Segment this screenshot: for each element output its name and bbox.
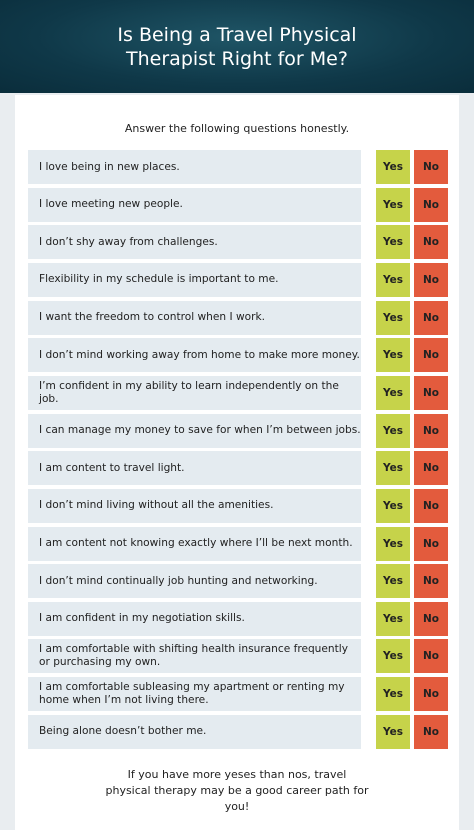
footer-text: If you have more yeses than nos, travel … bbox=[105, 768, 369, 813]
intro: Answer the following questions honestly. bbox=[124, 122, 350, 135]
question: I love being in new places. bbox=[28, 150, 361, 184]
question-row: I want the freedom to control when I wor… bbox=[28, 300, 448, 335]
yes-button[interactable]: Yes bbox=[376, 526, 410, 561]
question: I don’t mind working away from home to m… bbox=[28, 338, 361, 373]
no-button[interactable]: No bbox=[414, 639, 448, 674]
yes-button[interactable]: Yes bbox=[376, 601, 410, 636]
yes-button[interactable]: Yes bbox=[376, 413, 410, 448]
no-button[interactable]: No bbox=[414, 262, 448, 297]
question: I don’t shy away from challenges. bbox=[28, 225, 361, 260]
no-button[interactable]: No bbox=[414, 564, 448, 599]
yes-button[interactable]: Yes bbox=[376, 677, 410, 712]
question-row: I am comfortable with shifting health in… bbox=[28, 639, 448, 674]
question: I don’t mind living without all the amen… bbox=[28, 488, 361, 523]
yes-button[interactable]: Yes bbox=[376, 714, 410, 749]
no-button[interactable]: No bbox=[414, 601, 448, 636]
yes-button[interactable]: Yes bbox=[376, 262, 410, 297]
no-button[interactable]: No bbox=[414, 375, 448, 410]
question: I can manage my money to save for when I… bbox=[28, 413, 361, 448]
question-row: I don’t mind working away from home to m… bbox=[28, 338, 448, 373]
no-button[interactable]: No bbox=[414, 300, 448, 335]
question: I am comfortable with shifting health in… bbox=[28, 639, 361, 674]
yes-button[interactable]: Yes bbox=[376, 150, 410, 184]
question: Flexibility in my schedule is important … bbox=[28, 262, 361, 297]
no-button[interactable]: No bbox=[414, 526, 448, 561]
question-row: I don’t mind continually job hunting and… bbox=[28, 564, 448, 599]
question: I love meeting new people. bbox=[28, 187, 361, 222]
header: Is Being a Travel Physical Therapist Rig… bbox=[0, 0, 474, 93]
question-row: I’m confident in my ability to learn ind… bbox=[28, 375, 448, 410]
yes-button[interactable]: Yes bbox=[376, 300, 410, 335]
question: I’m confident in my ability to learn ind… bbox=[28, 375, 361, 410]
no-button[interactable]: No bbox=[414, 150, 448, 184]
question-row: I am content to travel light. Yes No bbox=[28, 451, 448, 486]
question-row: I am content not knowing exactly where I… bbox=[28, 526, 448, 561]
no-button[interactable]: No bbox=[414, 714, 448, 749]
question: I don’t mind continually job hunting and… bbox=[28, 564, 361, 599]
question-row: I am confident in my negotiation skills.… bbox=[28, 601, 448, 636]
question-row: Flexibility in my schedule is important … bbox=[28, 262, 448, 297]
title: Is Being a Travel Physical Therapist Rig… bbox=[117, 23, 357, 70]
no-button[interactable]: No bbox=[414, 413, 448, 448]
card: Answer the following questions honestly.… bbox=[15, 95, 459, 830]
question: I am content not knowing exactly where I… bbox=[28, 526, 361, 561]
no-button[interactable]: No bbox=[414, 677, 448, 712]
no-button[interactable]: No bbox=[414, 225, 448, 260]
question-row: Being alone doesn’t bother me. Yes No bbox=[28, 714, 448, 749]
question-row: I don’t mind living without all the amen… bbox=[28, 488, 448, 523]
no-button[interactable]: No bbox=[414, 488, 448, 523]
question: I am comfortable subleasing my apartment… bbox=[28, 677, 361, 712]
no-button[interactable]: No bbox=[414, 451, 448, 486]
question: I am confident in my negotiation skills. bbox=[28, 601, 361, 636]
yes-button[interactable]: Yes bbox=[376, 375, 410, 410]
no-button[interactable]: No bbox=[414, 187, 448, 222]
yes-button[interactable]: Yes bbox=[376, 639, 410, 674]
yes-button[interactable]: Yes bbox=[376, 187, 410, 222]
question: Being alone doesn’t bother me. bbox=[28, 714, 361, 749]
yes-button[interactable]: Yes bbox=[376, 564, 410, 599]
yes-button[interactable]: Yes bbox=[376, 451, 410, 486]
question-row: I love meeting new people. Yes No bbox=[28, 187, 448, 222]
question-row: I can manage my money to save for when I… bbox=[28, 413, 448, 448]
question-row: I don’t shy away from challenges. Yes No bbox=[28, 225, 448, 260]
yes-button[interactable]: Yes bbox=[376, 488, 410, 523]
question: I want the freedom to control when I wor… bbox=[28, 300, 361, 335]
yes-button[interactable]: Yes bbox=[376, 225, 410, 260]
question-row: I love being in new places. Yes No bbox=[28, 150, 448, 184]
no-button[interactable]: No bbox=[414, 338, 448, 373]
question: I am content to travel light. bbox=[28, 451, 361, 486]
yes-button[interactable]: Yes bbox=[376, 338, 410, 373]
question-row: I am comfortable subleasing my apartment… bbox=[28, 677, 448, 712]
